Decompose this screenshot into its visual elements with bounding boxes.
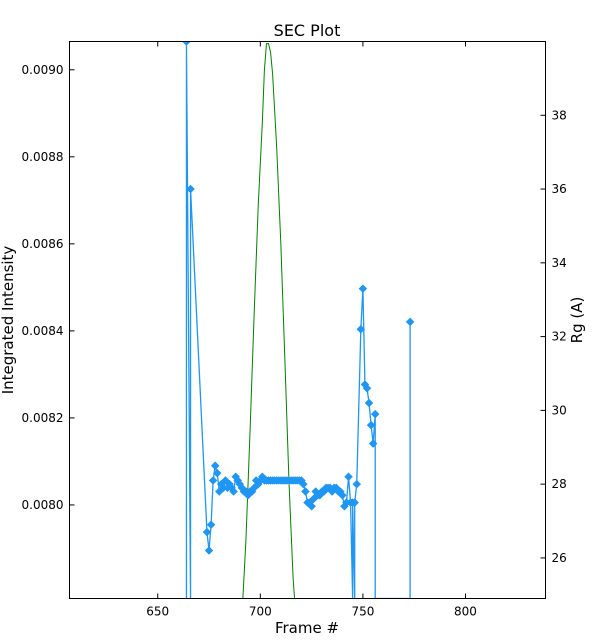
- x-tick-label: 650: [146, 605, 169, 619]
- series-1-point: [364, 398, 374, 408]
- x-tick-label: 750: [351, 605, 374, 619]
- y-left-tick-label: 0.0090: [22, 63, 64, 77]
- y-left-tick-label: 0.0088: [22, 150, 64, 164]
- series-1-point: [307, 501, 316, 511]
- series-1-point: [362, 383, 372, 393]
- series-1-point: [212, 468, 222, 478]
- y-axis-left-label: Integrated Intensity: [0, 246, 17, 395]
- ticks-layer: 650 700 750 800 0.0080 0.0082 0.0084 0.0086 0.00…: [22, 41, 567, 619]
- plot-frame: [69, 41, 546, 599]
- series-1-line: [185, 41, 411, 599]
- series-1-point: [344, 472, 353, 482]
- series-1-point: [210, 461, 220, 471]
- series-1-point: [370, 409, 380, 419]
- series-1-point: [299, 479, 308, 489]
- series-1-point: [206, 520, 216, 530]
- series-1-point: [202, 527, 212, 537]
- y-right-tick-label: 30: [552, 403, 567, 417]
- chart-title: SEC Plot: [274, 21, 341, 40]
- series-1-point: [352, 479, 362, 489]
- y-left-tick-label: 0.0086: [22, 237, 64, 251]
- series-1-point: [356, 324, 366, 334]
- series-layer: [182, 41, 415, 599]
- y-right-tick-label: 26: [552, 551, 567, 565]
- x-tick-label: 700: [249, 605, 272, 619]
- y-right-tick-label: 28: [552, 477, 567, 491]
- series-1-point: [186, 184, 195, 194]
- y-left-tick-label: 0.0084: [22, 324, 64, 338]
- series-1-point: [182, 41, 191, 46]
- x-tick-label: 800: [454, 605, 477, 619]
- series-1-point: [368, 439, 378, 448]
- y-axis-right-label: Rg (A): [568, 297, 586, 344]
- series-1-point: [301, 487, 310, 496]
- series-1-point: [208, 476, 218, 485]
- y-right-tick-label: 36: [552, 182, 567, 196]
- series-1-point: [358, 284, 368, 293]
- x-axis-label: Frame #: [275, 619, 339, 637]
- y-left-tick-label: 0.0082: [22, 411, 64, 425]
- series-1-point: [229, 487, 238, 496]
- series-1-point: [204, 546, 214, 555]
- series-0-line: [242, 43, 296, 599]
- series-1-point: [366, 420, 376, 430]
- y-right-tick-label: 34: [552, 256, 567, 270]
- y-right-tick-label: 32: [552, 330, 567, 344]
- series-1-point: [350, 498, 360, 507]
- y-left-tick-label: 0.0080: [22, 498, 64, 512]
- y-right-tick-label: 38: [552, 108, 567, 122]
- series-1-point: [338, 490, 347, 500]
- series-1-point: [405, 317, 415, 327]
